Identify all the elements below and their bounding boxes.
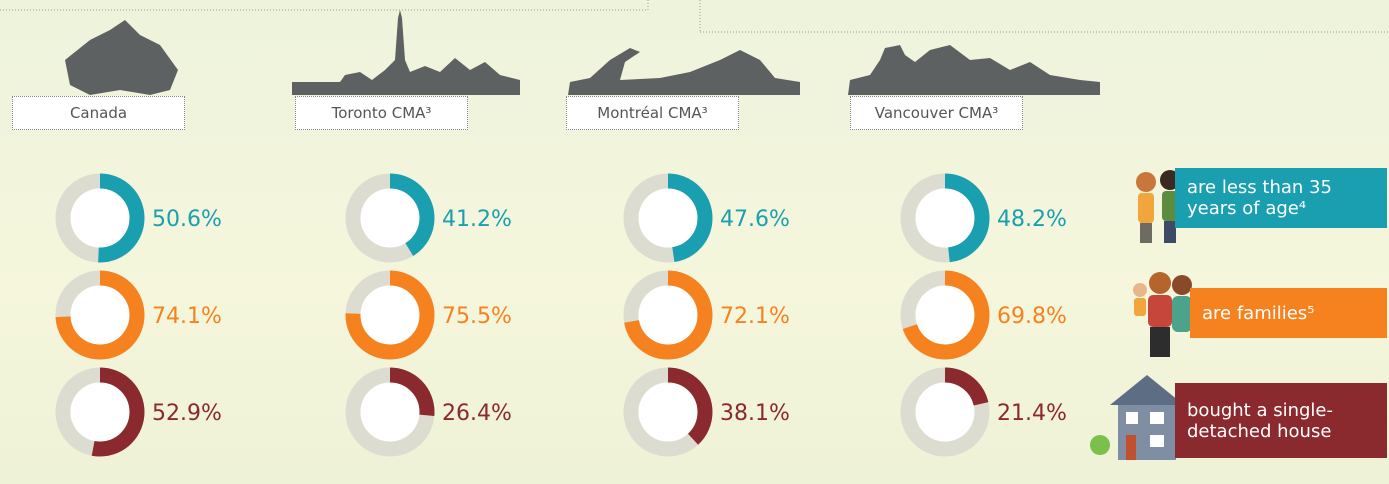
donut-segment [345, 173, 435, 263]
donut-segment [55, 367, 145, 457]
value-label: 26.4% [442, 401, 512, 426]
region-label: Toronto CMA³ [295, 96, 468, 130]
canada-map [65, 20, 178, 95]
donut-hole [360, 188, 420, 248]
donut-hole [360, 382, 420, 442]
value-label: 41.2% [442, 207, 512, 232]
region-label: Canada [12, 96, 185, 130]
value-label: 50.6% [152, 207, 222, 232]
donut-hole [638, 188, 698, 248]
value-label: 48.2% [997, 207, 1067, 232]
donut-hole [915, 382, 975, 442]
donut-segment [623, 173, 713, 263]
series-label: are less than 35 years of age⁴ [1175, 168, 1387, 228]
donut-hole [360, 285, 420, 345]
donut-segment [55, 270, 145, 360]
skylines [65, 10, 1100, 95]
donut-hole [70, 188, 130, 248]
donut-segment [900, 367, 990, 457]
series-label: bought a single-detached house [1175, 383, 1387, 458]
region-label: Vancouver CMA³ [850, 96, 1023, 130]
donut-hole [70, 382, 130, 442]
toronto-skyline [292, 10, 520, 95]
donut-hole [915, 188, 975, 248]
donut-hole [638, 382, 698, 442]
donut-segment [345, 367, 435, 457]
donut-segment [623, 270, 713, 360]
value-label: 69.8% [997, 304, 1067, 329]
value-label: 38.1% [720, 401, 790, 426]
donut-segment [55, 173, 145, 263]
donut-segment [345, 270, 435, 360]
donut-hole [70, 285, 130, 345]
donut-segment [900, 270, 990, 360]
value-label: 72.1% [720, 304, 790, 329]
region-label: Montréal CMA³ [566, 96, 739, 130]
vancouver-skyline [848, 45, 1100, 95]
value-label: 47.6% [720, 207, 790, 232]
donut-hole [915, 285, 975, 345]
value-label: 74.1% [152, 304, 222, 329]
value-label: 75.5% [442, 304, 512, 329]
value-label: 52.9% [152, 401, 222, 426]
donut-segment [623, 367, 713, 457]
montreal-skyline [568, 48, 800, 95]
donut-segment [900, 173, 990, 263]
donut-hole [638, 285, 698, 345]
value-label: 21.4% [997, 401, 1067, 426]
series-label: are families⁵ [1190, 288, 1387, 338]
